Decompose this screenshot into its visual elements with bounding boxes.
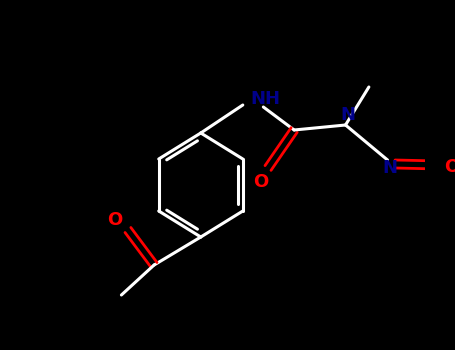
- Text: O: O: [253, 173, 268, 191]
- Text: NH: NH: [250, 90, 280, 108]
- Text: N: N: [340, 106, 355, 124]
- Text: N: N: [382, 159, 397, 177]
- Text: O: O: [445, 158, 455, 176]
- Text: O: O: [107, 211, 122, 229]
